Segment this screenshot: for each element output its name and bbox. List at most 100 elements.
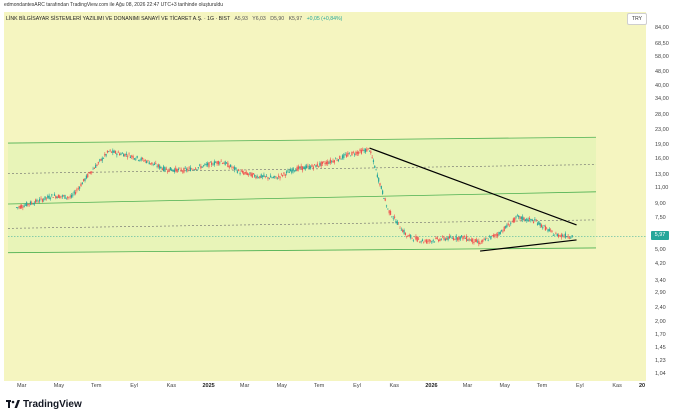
tradingview-logo[interactable]: TradingView: [6, 399, 82, 410]
candle-body: [251, 173, 253, 178]
candle-body: [118, 153, 121, 156]
candle-body: [484, 238, 487, 240]
candle-body: [507, 223, 509, 226]
candle-body: [360, 149, 363, 154]
time-tick-label: Tem: [313, 383, 325, 389]
candle-body: [333, 160, 335, 163]
candle-body: [165, 168, 167, 170]
candle-body: [48, 195, 50, 199]
candle-body: [312, 166, 314, 169]
candle-body: [431, 241, 433, 243]
candle-body: [176, 168, 178, 173]
candle-body: [249, 172, 251, 174]
candle-body: [340, 158, 342, 160]
candle-body: [15, 207, 18, 208]
candle-body: [19, 205, 21, 209]
candle-body: [202, 165, 205, 166]
candle-body: [556, 233, 558, 237]
candle-body: [74, 192, 77, 194]
candle-body: [275, 176, 277, 178]
candle-body: [135, 158, 137, 160]
candle-body: [173, 169, 176, 172]
candle-body: [564, 233, 566, 238]
candle-body: [221, 162, 224, 164]
candle-body: [383, 198, 385, 199]
candle-body: [296, 166, 298, 171]
candle-body: [519, 216, 521, 219]
candle-body: [49, 198, 52, 199]
candle-body: [92, 168, 94, 170]
price-chart[interactable]: [4, 12, 646, 381]
candle-body: [424, 240, 426, 242]
candle-body: [116, 153, 118, 156]
price-tick-label: 9,00: [655, 200, 666, 207]
candle-body: [528, 218, 531, 220]
candle-body: [29, 201, 32, 205]
candle-body: [400, 229, 402, 231]
candle-body: [232, 166, 234, 168]
candle-body: [328, 162, 330, 164]
candle-body: [433, 241, 436, 243]
candle-body: [172, 169, 174, 171]
candle-body: [482, 239, 484, 242]
candle-body: [300, 165, 302, 169]
candle-body: [547, 229, 549, 232]
channel-fill: [8, 137, 596, 253]
candle-body: [179, 167, 181, 169]
candle-body: [140, 157, 142, 161]
candle-body: [196, 169, 198, 170]
candle-body: [320, 161, 322, 167]
candle-body: [26, 202, 28, 207]
price-axis[interactable]: 84,00 68,50 58,00 48,00 40,00 34,00 28,00 23,00…: [646, 12, 680, 381]
candle-body: [416, 237, 418, 242]
candle-body: [117, 151, 119, 153]
candle-body: [169, 167, 171, 171]
candle-body: [28, 204, 30, 206]
time-tick-label: Kas: [389, 383, 399, 389]
candle-body: [317, 165, 320, 167]
candle-body: [35, 199, 37, 203]
candle-body: [562, 235, 564, 237]
candle-body: [448, 236, 451, 239]
candle-body: [479, 243, 481, 245]
candle-body: [24, 204, 27, 206]
candle-body: [512, 218, 514, 223]
candle-body: [520, 217, 522, 219]
currency-button[interactable]: TRY: [627, 13, 647, 25]
candle-body: [102, 158, 105, 159]
price-tick-label: 2,40: [655, 305, 666, 312]
candle-body: [502, 231, 504, 232]
last-price-badge: 5,97: [651, 231, 669, 240]
candle-body: [406, 235, 408, 237]
time-tick-label: Kas: [612, 383, 622, 389]
candle-body: [147, 160, 149, 162]
candle-body: [368, 150, 371, 152]
candle-body: [510, 222, 512, 224]
candle-body: [364, 148, 367, 153]
candle-body: [43, 199, 45, 201]
candle-body: [347, 152, 349, 156]
candle-body: [408, 235, 410, 236]
time-axis[interactable]: Mar May Tem Eyl Kas 2025 Mar May Tem Eyl Kas 2026 Ma…: [4, 381, 646, 393]
candle-body: [156, 166, 158, 167]
candle-body: [310, 166, 312, 169]
candle-body: [295, 169, 297, 172]
candle-body: [238, 169, 240, 171]
candle-body: [252, 173, 255, 175]
candle-body: [442, 236, 444, 238]
price-tick-label: 84,00: [655, 25, 669, 31]
candle-body: [370, 151, 372, 153]
candle-body: [95, 165, 97, 168]
candle-body: [359, 149, 361, 152]
candle-body: [331, 160, 333, 162]
price-tick-label: 1,70: [655, 332, 666, 339]
time-tick-label: Tem: [536, 383, 548, 389]
candle-body: [266, 176, 268, 177]
time-tick-label: Eyl: [576, 383, 584, 389]
price-tick-label: 28,00: [655, 111, 669, 118]
candle-body: [292, 167, 294, 172]
candle-body: [47, 195, 49, 198]
candle-body: [287, 170, 289, 172]
candle-body: [492, 234, 495, 237]
candle-body: [77, 188, 79, 189]
